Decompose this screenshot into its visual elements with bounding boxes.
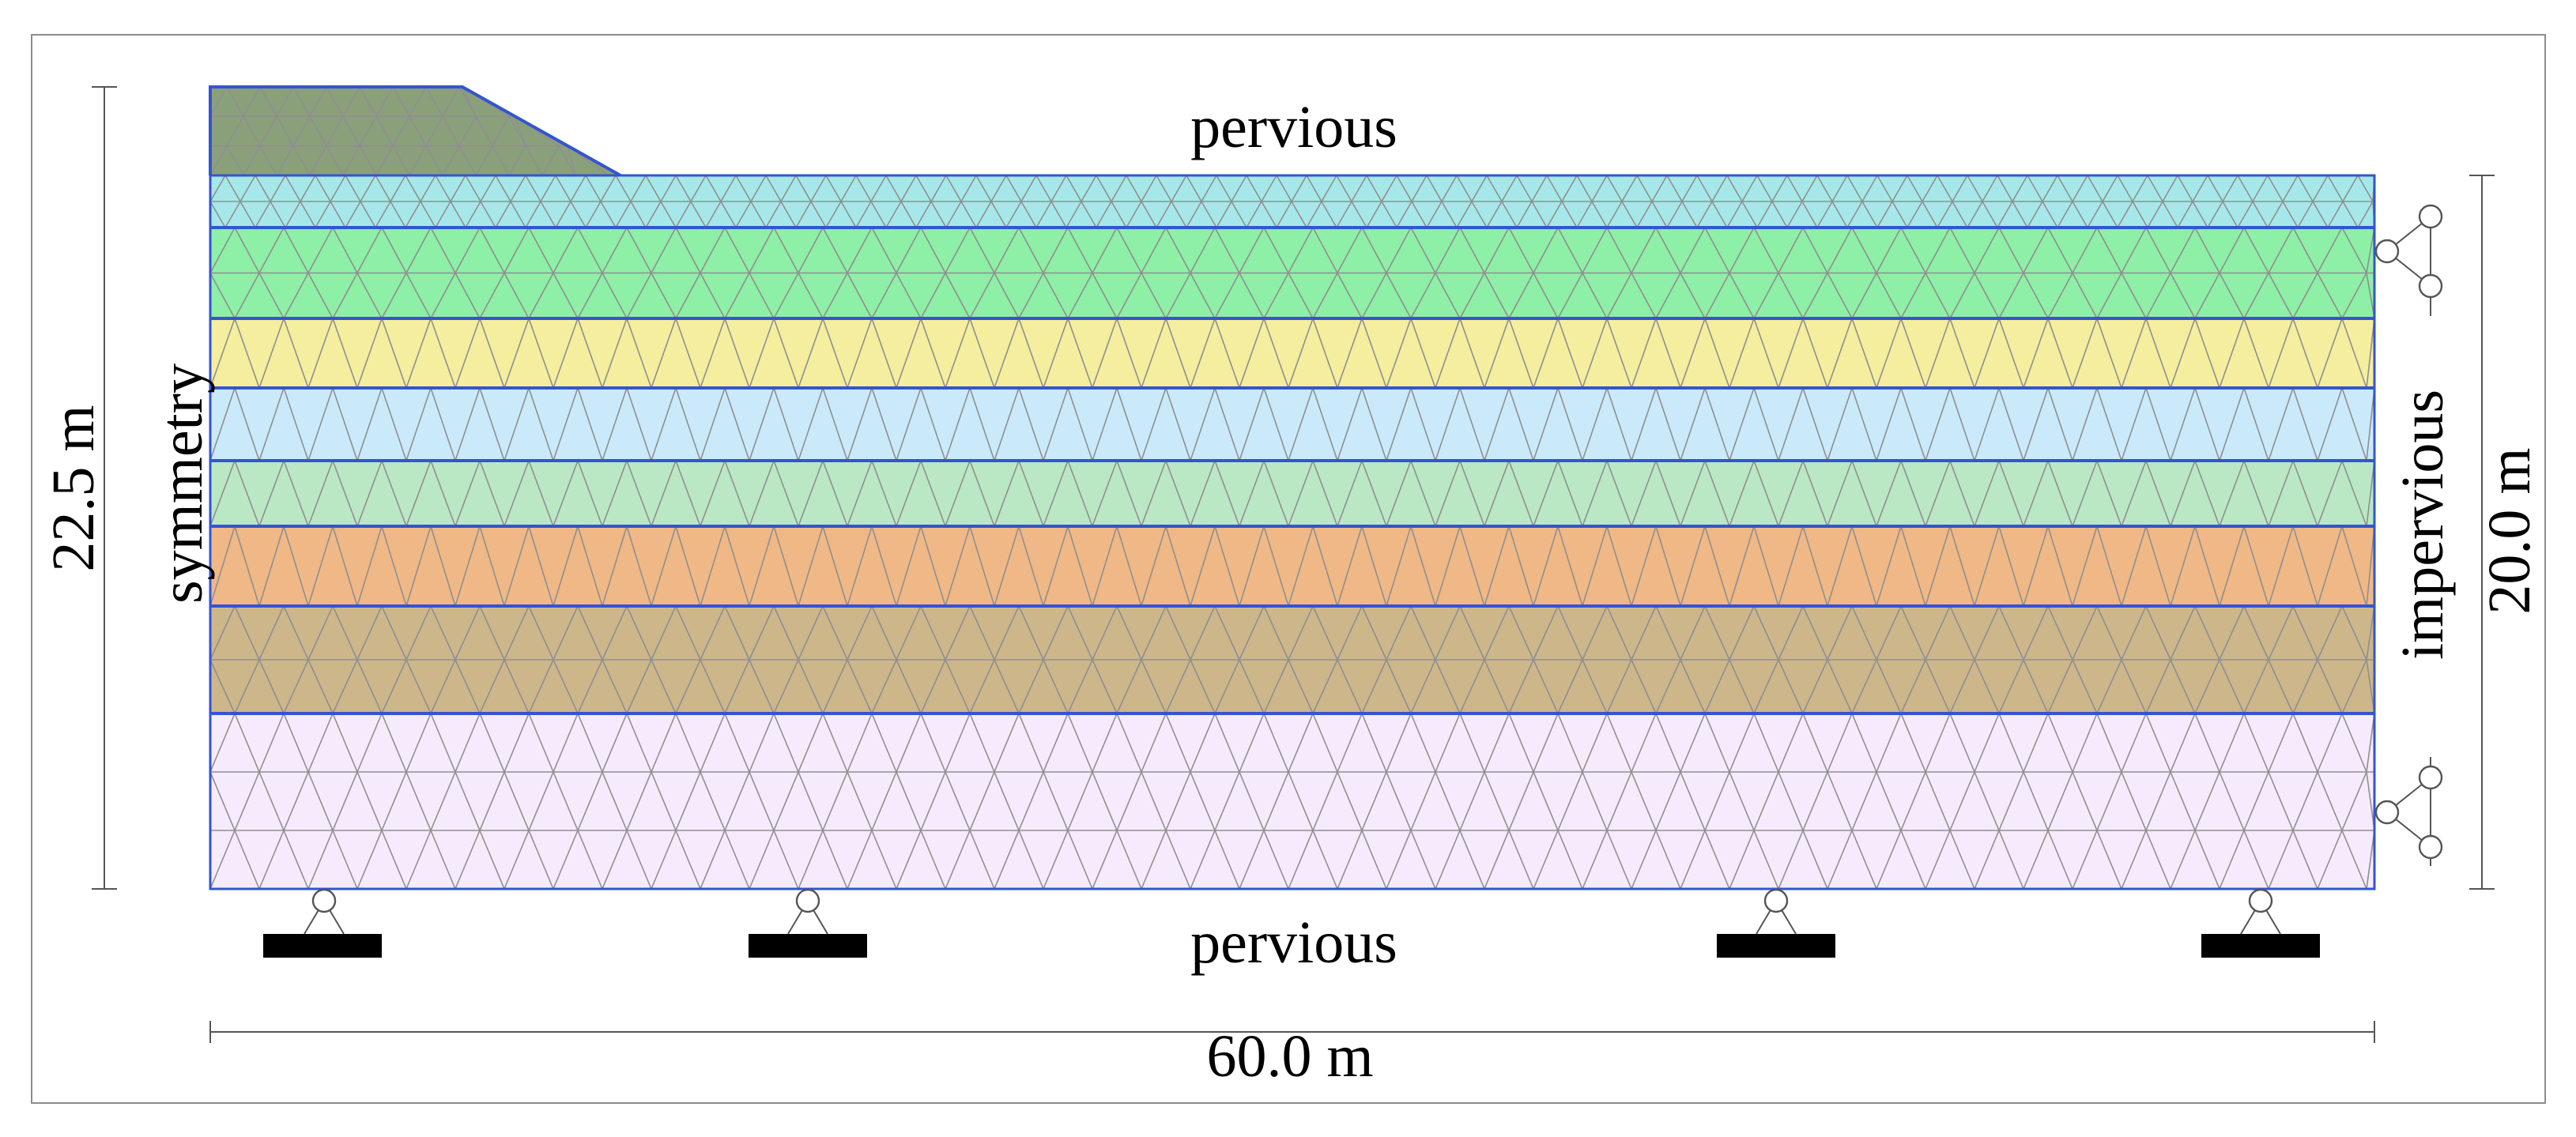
left-boundary-label: symmetry bbox=[149, 363, 215, 604]
embankment-layer bbox=[210, 87, 620, 175]
model-outline bbox=[209, 174, 2376, 890]
right-supports bbox=[2374, 204, 2443, 866]
embankment-outline bbox=[209, 85, 621, 177]
bottom-support-3 bbox=[1717, 888, 1835, 958]
top-boundary-label: pervious bbox=[1190, 94, 1397, 160]
layer-8 bbox=[210, 713, 2374, 889]
bottom-boundary-label: pervious bbox=[1190, 909, 1397, 976]
figure-frame bbox=[31, 34, 2546, 1104]
bottom-support-2 bbox=[749, 888, 867, 958]
total-height-dimension bbox=[92, 86, 117, 890]
total-height-label: 22.5 m bbox=[40, 405, 107, 571]
right-support-1 bbox=[2374, 204, 2443, 316]
bottom-supports bbox=[263, 888, 2320, 958]
ground-height-label: 20.0 m bbox=[2476, 447, 2543, 614]
ground-height-dimension bbox=[2469, 175, 2495, 890]
width-label: 60.0 m bbox=[1206, 1023, 1373, 1090]
right-support-2 bbox=[2374, 757, 2443, 866]
width-dimension bbox=[209, 1021, 2375, 1043]
bottom-support-1 bbox=[263, 888, 382, 958]
layer-boundaries bbox=[209, 85, 2376, 890]
bottom-support-4 bbox=[2201, 888, 2320, 958]
right-boundary-label: impervious bbox=[2389, 390, 2456, 660]
finite-element-mesh bbox=[209, 86, 2375, 890]
